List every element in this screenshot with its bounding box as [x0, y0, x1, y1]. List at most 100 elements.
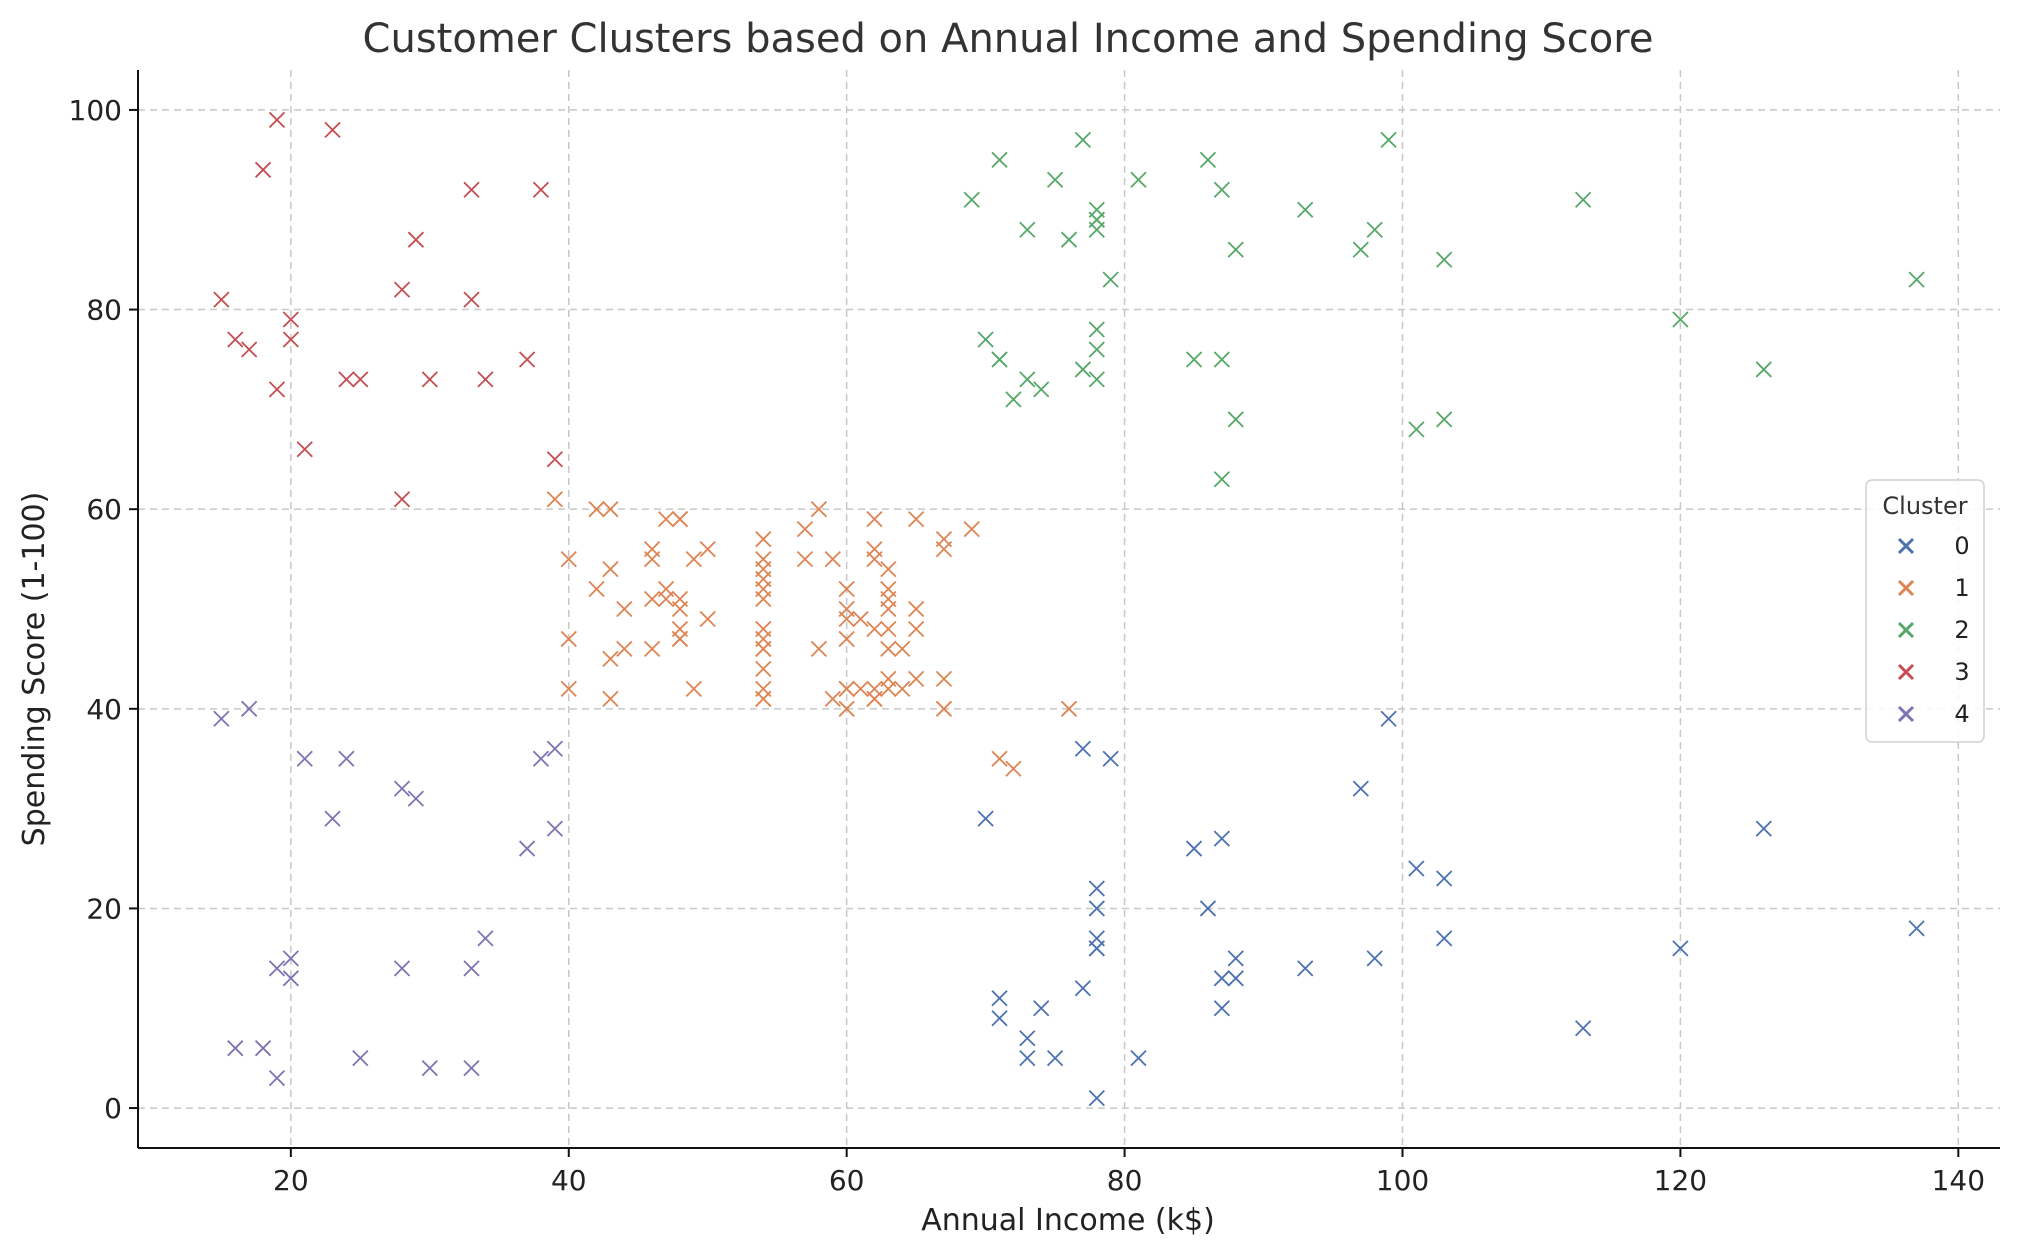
data-point-cluster-0: [1213, 970, 1230, 987]
data-point-cluster-1: [671, 511, 689, 528]
data-point-cluster-4: [546, 740, 564, 757]
legend: Cluster 0 1 2 3 4: [1865, 479, 1985, 743]
legend-label-cluster-4: 4: [1954, 700, 1969, 728]
data-point-cluster-1: [866, 620, 883, 638]
data-point-cluster-1: [935, 700, 953, 717]
data-point-cluster-1: [824, 690, 841, 707]
data-point-cluster-1: [560, 550, 577, 568]
data-point-cluster-1: [643, 640, 661, 658]
data-point-cluster-1: [880, 560, 897, 578]
data-point-cluster-2: [1074, 361, 1092, 378]
data-point-cluster-1: [838, 580, 855, 598]
data-point-cluster-0: [1074, 980, 1092, 997]
data-point-cluster-2: [1352, 241, 1369, 258]
data-point-cluster-0: [1352, 780, 1369, 797]
x-tick-label: 100: [1376, 1164, 1429, 1197]
grid: [138, 70, 2000, 1148]
data-point-cluster-4: [463, 1060, 480, 1077]
data-point-cluster-0: [1033, 1000, 1050, 1017]
data-point-cluster-0: [1297, 960, 1314, 977]
data-point-cluster-2: [1755, 361, 1772, 378]
data-point-cluster-2: [1436, 411, 1453, 428]
chart-title: Customer Clusters based on Annual Income…: [363, 16, 1654, 62]
data-point-cluster-1: [546, 491, 564, 508]
data-point-cluster-0: [1436, 870, 1453, 887]
data-point-cluster-3: [463, 291, 480, 308]
data-point-cluster-2: [1366, 221, 1383, 238]
legend-marker-cluster-0: [1897, 537, 1915, 555]
data-point-cluster-0: [1199, 900, 1217, 917]
data-point-cluster-1: [866, 511, 883, 528]
y-tick-label: 0: [104, 1092, 122, 1125]
data-point-cluster-1: [908, 620, 925, 638]
data-points: [213, 111, 1925, 1107]
data-point-cluster-3: [393, 491, 411, 508]
legend-label-cluster-1: 1: [1954, 574, 1969, 602]
data-point-cluster-1: [838, 600, 855, 618]
data-point-cluster-3: [227, 331, 244, 348]
data-point-cluster-2: [1908, 271, 1925, 288]
data-point-cluster-0: [1019, 1050, 1036, 1067]
data-point-cluster-1: [755, 690, 772, 707]
data-point-cluster-0: [977, 810, 994, 827]
data-point-cluster-1: [616, 640, 633, 658]
x-tick-label: 20: [273, 1164, 309, 1197]
data-point-cluster-1: [755, 640, 772, 658]
data-point-cluster-3: [393, 281, 411, 298]
data-point-cluster-4: [532, 750, 550, 767]
data-point-cluster-2: [1060, 231, 1078, 248]
data-point-cluster-3: [254, 161, 272, 178]
data-point-cluster-1: [908, 511, 925, 528]
data-point-cluster-3: [532, 181, 550, 198]
data-point-cluster-0: [1088, 880, 1105, 897]
data-point-cluster-1: [657, 590, 675, 608]
data-point-cluster-1: [838, 680, 855, 697]
data-point-cluster-1: [796, 550, 814, 568]
data-point-cluster-1: [935, 540, 953, 558]
data-point-cluster-1: [880, 600, 897, 618]
data-point-cluster-1: [796, 521, 814, 538]
data-point-cluster-1: [838, 630, 855, 648]
y-tick-label: 100: [69, 94, 122, 127]
data-point-cluster-1: [685, 550, 702, 568]
data-point-cluster-2: [1227, 411, 1244, 428]
data-point-cluster-2: [1088, 371, 1105, 388]
data-point-cluster-1: [866, 550, 883, 568]
data-point-cluster-2: [1227, 241, 1244, 258]
data-point-cluster-0: [1019, 1030, 1036, 1047]
data-point-cluster-1: [616, 600, 633, 618]
data-point-cluster-1: [588, 580, 605, 598]
data-point-cluster-1: [852, 610, 869, 628]
data-point-cluster-0: [1213, 830, 1230, 847]
data-point-cluster-2: [991, 351, 1008, 368]
data-point-cluster-1: [880, 680, 897, 697]
legend-marker-cluster-1: [1897, 579, 1915, 597]
data-point-cluster-1: [838, 700, 855, 717]
data-point-cluster-1: [602, 650, 619, 668]
data-point-cluster-3: [338, 371, 355, 388]
data-point-cluster-4: [227, 1040, 244, 1057]
data-point-cluster-0: [1088, 1089, 1105, 1107]
data-point-cluster-1: [880, 580, 897, 598]
data-point-cluster-4: [268, 1069, 286, 1087]
x-tick-label: 80: [1107, 1164, 1143, 1197]
data-point-cluster-2: [1380, 131, 1397, 149]
data-point-cluster-0: [1046, 1050, 1064, 1067]
data-point-cluster-1: [657, 511, 675, 528]
data-point-cluster-2: [991, 151, 1008, 168]
legend-marker-cluster-3: [1897, 663, 1915, 681]
data-point-cluster-1: [755, 530, 772, 548]
data-point-cluster-2: [1074, 131, 1092, 149]
data-point-cluster-0: [1102, 750, 1119, 767]
data-point-cluster-1: [643, 590, 661, 608]
data-point-cluster-0: [1213, 1000, 1230, 1017]
data-point-cluster-0: [1074, 740, 1092, 757]
data-point-cluster-2: [1005, 391, 1022, 408]
data-point-cluster-1: [671, 630, 689, 648]
data-point-cluster-1: [560, 630, 577, 648]
legend-box: [1865, 479, 1985, 743]
data-point-cluster-2: [1088, 321, 1105, 338]
data-point-cluster-0: [1366, 950, 1383, 967]
data-point-cluster-3: [477, 371, 494, 388]
